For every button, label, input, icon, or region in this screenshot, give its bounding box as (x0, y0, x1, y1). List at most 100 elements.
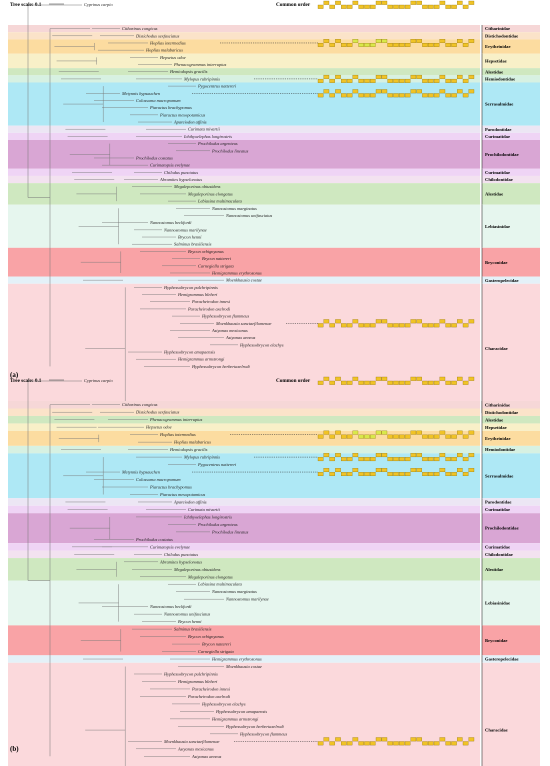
taxon-label: Paracheirodon innesi (191, 686, 231, 691)
gene-block (428, 457, 434, 462)
family-label-box (482, 68, 540, 76)
taxon-label: Paracheirodon axelrodi (187, 306, 231, 311)
taxon-label: Astyanax aeneus (191, 754, 222, 759)
family-band (8, 68, 480, 76)
taxon-label: Lebiasina multimaculata (197, 199, 243, 204)
gene-block (317, 93, 324, 98)
taxon-label: Brycon henni (178, 235, 202, 240)
family-band (8, 505, 480, 514)
gene-block (358, 457, 364, 462)
gene-block (387, 4, 393, 9)
gene-block (399, 380, 405, 385)
gene-block (352, 39, 359, 43)
gene-block (445, 380, 451, 385)
taxon-label: Hemiodopsis gracilis (169, 69, 208, 74)
gene-block (341, 457, 347, 462)
gene-block (468, 453, 475, 458)
gene-block (381, 737, 388, 742)
gene-block (317, 43, 324, 47)
gene-block (329, 457, 335, 462)
gene-block (451, 380, 457, 385)
family-label: Distichodontidae (485, 410, 518, 415)
taxon-label: Hemigrammus armstrongi (211, 716, 259, 721)
gene-block (375, 376, 382, 381)
taxon-label: Pygocentrus nattereri (197, 462, 237, 467)
taxon-label: Chilodus punctatus (164, 170, 198, 175)
gene-block (416, 453, 422, 458)
gene-block (399, 434, 405, 439)
gene-block (364, 434, 370, 439)
gene-block (433, 472, 440, 477)
family-label: Erythrinidae (485, 436, 511, 441)
gene-block (381, 453, 388, 458)
tree-scale-label: Tree scale: 0.1 (10, 378, 42, 384)
family-band (8, 32, 480, 40)
gene-block (439, 376, 446, 381)
gene-block (428, 43, 434, 47)
gene-block (399, 741, 405, 746)
taxon-label: Ichthyoelephas longirostris (183, 134, 232, 139)
family-label-box (482, 498, 540, 506)
gene-block (451, 741, 457, 746)
gene-block (341, 472, 347, 477)
family-band (8, 430, 480, 446)
taxon-label: Paracheirodon innesi (191, 299, 231, 304)
family-band (8, 423, 480, 431)
family-label: Parodontidae (485, 500, 511, 505)
taxon-label: Prochilodus argenteus (197, 522, 238, 527)
gene-block (317, 4, 324, 9)
gene-block (433, 434, 440, 439)
gene-block (422, 457, 428, 462)
family-label-box (482, 445, 540, 454)
taxon-label: Distichodus sexfasciatus (135, 410, 180, 415)
taxon-label: Hoplias malabaricus (145, 48, 183, 53)
gene-block (375, 89, 382, 94)
taxon-label: Moenkhausia costae (225, 664, 262, 669)
gene-block (317, 741, 324, 746)
family-band (8, 125, 480, 133)
family-label-box (482, 513, 540, 544)
gene-block (364, 78, 370, 83)
gene-block (341, 380, 347, 385)
family-band (8, 498, 480, 506)
gene-block (346, 380, 353, 385)
gene-block (428, 4, 434, 9)
gene-block (358, 43, 364, 47)
gene-block (428, 78, 434, 83)
taxon-label: Carnegiella strigata (198, 649, 235, 654)
taxon-label: Brycon orbignyanus (188, 634, 224, 639)
gene-block (428, 741, 434, 746)
family-label-box (482, 25, 540, 33)
gene-block (468, 74, 475, 79)
gene-block (358, 323, 364, 328)
gene-block (358, 78, 364, 83)
gene-block (323, 430, 330, 435)
family-label: Citharinidae (485, 402, 510, 407)
gene-block (462, 472, 469, 477)
family-label-box (482, 39, 540, 54)
family-label: Lebiasinidae (485, 224, 510, 229)
taxon-label: Chilodus punctatus (164, 552, 198, 557)
gene-block (370, 323, 376, 328)
family-band (8, 283, 480, 414)
gene-block (364, 4, 370, 9)
gene-block (462, 93, 469, 98)
gene-block (393, 380, 399, 385)
taxon-label: Hyphessobrycon elachys (239, 342, 284, 347)
family-band (8, 550, 480, 559)
family-label: Curimatidae (485, 507, 510, 512)
gene-block (352, 737, 359, 742)
family-label: Hepsetidae (485, 425, 507, 430)
taxon-label: Hyphessobrycon amapaensis (215, 709, 267, 714)
gene-block (433, 43, 440, 47)
gene-block (352, 319, 359, 324)
gene-block (399, 78, 405, 83)
family-label-box (482, 276, 540, 284)
gene-block (428, 472, 434, 477)
family-label-box (482, 453, 540, 499)
gene-block (375, 430, 382, 435)
family-label: Bryconidae (485, 638, 507, 643)
gene-block (323, 453, 330, 458)
family-band (8, 75, 480, 83)
gene-block (468, 737, 475, 742)
